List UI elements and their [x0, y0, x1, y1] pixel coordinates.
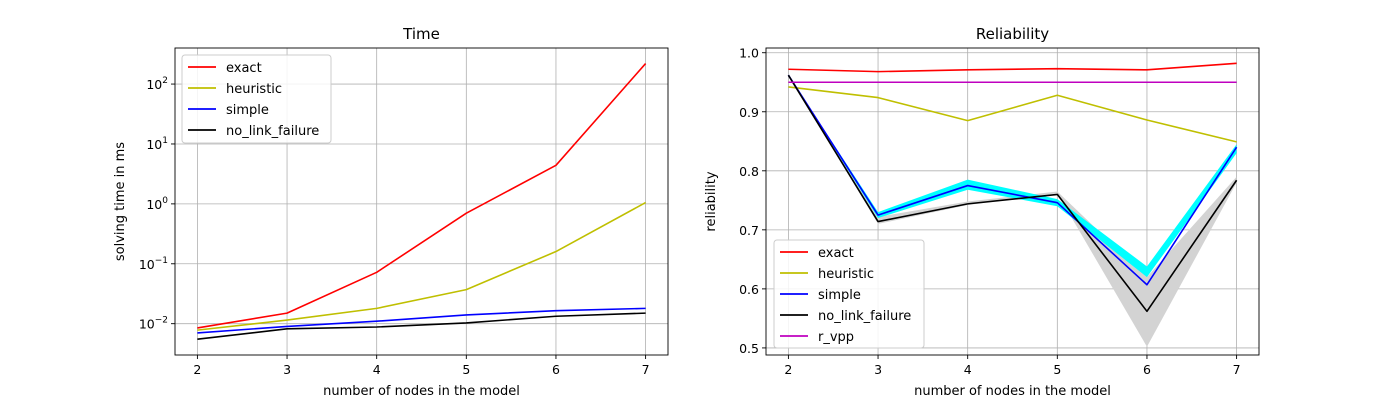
x-axis-label: number of nodes in the model	[323, 384, 520, 399]
x-tick-label: 4	[964, 362, 972, 377]
y-tick-label: 102	[146, 76, 168, 92]
legend-label-heuristic: heuristic	[226, 82, 282, 97]
series-line-heuristic	[788, 86, 1237, 143]
series-line-no_link_failure	[197, 312, 646, 341]
x-tick-label: 5	[1053, 362, 1061, 377]
y-tick-label: 0.9	[739, 105, 759, 120]
legend-box	[181, 54, 332, 144]
x-tick-label: 6	[552, 362, 560, 377]
legend: exact heuristic simple no_link_failure r_vpp	[773, 239, 925, 349]
x-tick-label: 6	[1143, 362, 1151, 377]
chart-0: 2 3 4 5 6 7 10−2 10−1 100 101 102 Time number of nod…	[113, 25, 669, 399]
legend-label-no_link_failure: no_link_failure	[226, 124, 319, 139]
x-tick-label: 7	[1233, 362, 1241, 377]
series-line-heuristic	[197, 201, 646, 331]
axes-frame	[174, 47, 669, 356]
x-axis-label: number of nodes in the model	[914, 384, 1111, 399]
axes-frame	[765, 47, 1260, 356]
legend-label-simple: simple	[226, 103, 269, 118]
y-tick-label: 10−2	[139, 316, 168, 332]
x-tick-label: 7	[642, 362, 650, 377]
legend-label-no_link_failure: no_link_failure	[818, 309, 911, 324]
x-tick-label: 5	[462, 362, 470, 377]
y-tick-label: 101	[146, 136, 168, 152]
legend-label-exact: exact	[226, 61, 262, 76]
y-tick-label: 0.6	[739, 282, 759, 297]
legend-box	[773, 239, 925, 349]
x-tick-label: 3	[283, 362, 291, 377]
legend-label-exact: exact	[818, 246, 854, 261]
series-line-simple	[787, 74, 1238, 286]
y-axis-label: solving time in ms	[113, 142, 128, 261]
y-tick-label: 0.7	[739, 223, 759, 238]
confidence-band-0	[788, 75, 1237, 347]
chart-1: 2 3 4 5 6 7 0.5 0.6 0.7 0.8 0.9 1.0 Reliability numbe…	[704, 25, 1260, 399]
series-line-simple	[197, 307, 646, 334]
legend-label-heuristic: heuristic	[818, 267, 874, 282]
chart-title: Reliability	[976, 25, 1049, 43]
x-tick-label: 2	[784, 362, 792, 377]
y-tick-label: 0.8	[739, 164, 759, 179]
x-tick-label: 2	[193, 362, 201, 377]
legend-label-r_vpp: r_vpp	[818, 330, 854, 345]
y-tick-label: 10−1	[139, 256, 168, 272]
chart-title: Time	[402, 25, 440, 43]
legend-label-simple: simple	[818, 288, 861, 303]
y-axis-label: reliability	[704, 171, 719, 231]
x-tick-label: 3	[874, 362, 882, 377]
y-tick-label: 1.0	[739, 46, 759, 61]
y-tick-label: 100	[146, 196, 168, 212]
legend: exact heuristic simple no_link_failure	[181, 54, 332, 144]
x-tick-label: 4	[373, 362, 381, 377]
y-tick-label: 0.5	[739, 341, 759, 356]
series-line-exact	[197, 63, 647, 329]
series-line-exact	[788, 62, 1237, 73]
series-line-no_link_failure	[787, 74, 1238, 313]
